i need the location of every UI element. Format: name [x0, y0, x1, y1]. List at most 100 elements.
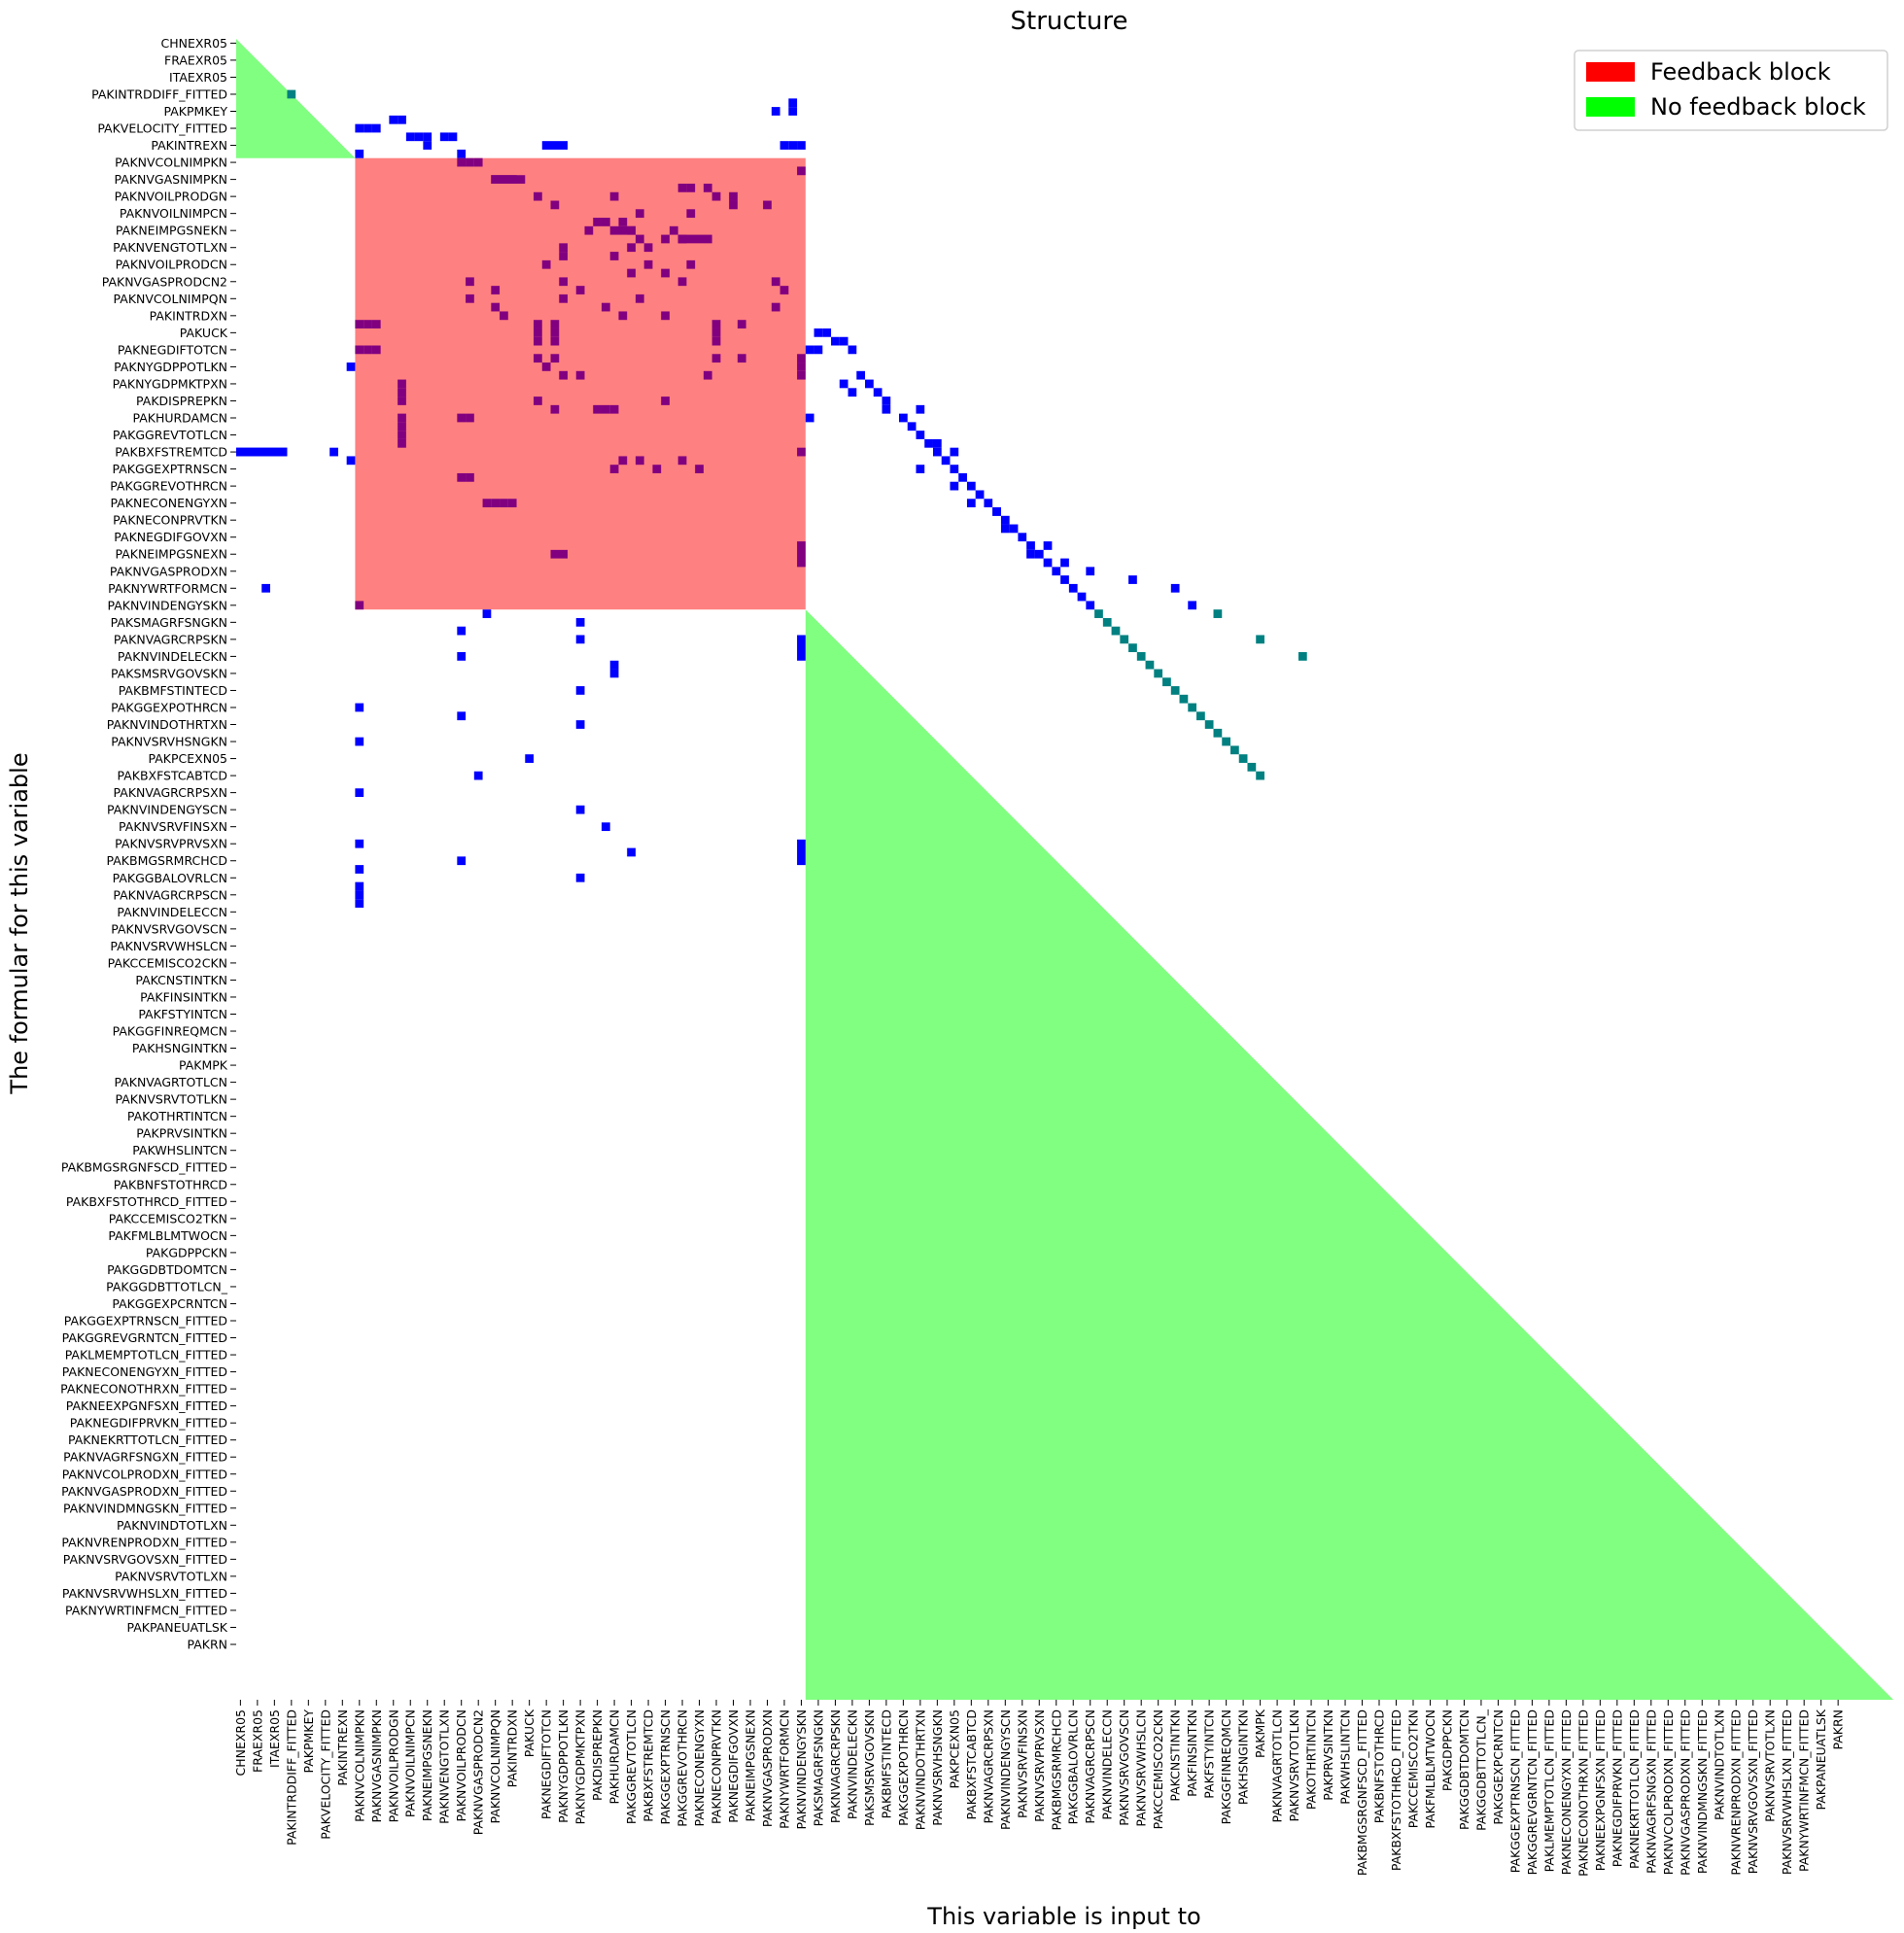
dependency-cell-207: [1086, 567, 1095, 576]
y-tick-label-85: PAKNVGASPRODXN_FITTED: [61, 1484, 227, 1499]
dependency-cell-110: [466, 413, 474, 423]
dependency-cell-167: [1034, 549, 1044, 559]
y-tick-label-0: CHNEXR05: [160, 36, 227, 51]
y-tick-label-36: PAKNVINDELECKN: [118, 649, 227, 664]
x-tick-label-60: PAKMPK: [1253, 1709, 1267, 1758]
dependency-cell-179: [1136, 652, 1146, 661]
dependency-cell-83: [711, 328, 721, 337]
dependency-layer: [236, 89, 1307, 908]
y-tick-label-53: PAKNVSRVWHSLCN: [110, 939, 227, 953]
dependency-cell-65: [466, 293, 474, 303]
dependency-cell-96: [559, 370, 568, 380]
dependency-cell-9: [405, 132, 415, 142]
dependency-cell-154: [924, 438, 933, 448]
dependency-cell-54: [643, 259, 653, 269]
dependency-cell-41: [618, 218, 628, 226]
y-tick-label-8: PAKNVGASNIMPKN: [115, 172, 227, 187]
dependency-cell-80: [737, 320, 746, 328]
dependency-cell-222: [609, 669, 619, 678]
x-tick-label-85: PAKNVGASPRODXN_FITTED: [1678, 1709, 1692, 1876]
x-tick-label-2: ITAEXR05: [267, 1709, 282, 1768]
dependency-cell-28: [686, 183, 696, 192]
x-tick-label-42: PAKPCEXN05: [947, 1709, 961, 1788]
x-tick-label-57: PAKFSTYINTCN: [1202, 1709, 1217, 1799]
dependency-cell-121: [346, 456, 356, 466]
x-tick-label-40: PAKNVINDOTHRTXN: [913, 1709, 927, 1830]
x-tick-label-61: PAKNVAGRTOTLCN: [1270, 1709, 1285, 1823]
dependency-cell-7: [363, 123, 372, 133]
x-tick-label-90: PAKNVSRVTOTLXN: [1763, 1709, 1778, 1822]
dependency-cell-102: [534, 397, 542, 405]
dependency-cell-78: [550, 320, 560, 328]
dependency-cell-232: [601, 822, 610, 832]
y-tick-label-18: PAKNEGDIFTOTCN: [118, 342, 227, 357]
dependency-cell-168: [1043, 558, 1053, 568]
dependency-cell-68: [491, 302, 501, 312]
y-tick-label-89: PAKNVSRVGOVSXN_FITTED: [63, 1552, 227, 1567]
dependency-cell-1: [788, 98, 798, 108]
dependency-cell-230: [355, 788, 364, 798]
dependency-cell-238: [355, 881, 364, 891]
dependency-cell-113: [398, 438, 406, 448]
dependency-cell-56: [627, 268, 636, 278]
x-tick-label-15: PAKNVCOLNIMPQN: [488, 1709, 502, 1823]
dependency-cell-92: [711, 354, 721, 363]
y-tick-label-16: PAKINTRDXN: [150, 308, 227, 323]
x-tick-label-26: PAKGGREVOTHRCN: [675, 1709, 690, 1827]
dependency-cell-146: [856, 370, 866, 380]
dependency-cell-50: [643, 243, 653, 253]
y-tick-label-72: PAKGGDBTDOMTCN: [107, 1262, 227, 1277]
x-tick-label-52: PAKNVSRVGOVSCN: [1117, 1709, 1131, 1826]
dependency-cell-14: [423, 141, 433, 150]
dependency-cell-42: [584, 225, 594, 235]
x-tick-label-5: PAKVELOCITY_FITTED: [318, 1709, 332, 1840]
dependency-cell-71: [500, 311, 508, 321]
y-tick-label-30: PAKNEIMPGSNEXN: [115, 547, 227, 562]
dependency-cell-208: [1128, 575, 1137, 584]
x-tick-label-56: PAKFINSINTKN: [1185, 1709, 1199, 1797]
dependency-cell-16: [788, 141, 798, 150]
x-tick-label-9: PAKNVOILPRODGN: [386, 1709, 400, 1822]
x-tick-label-67: PAKBNFSTOTHRCD: [1372, 1709, 1387, 1823]
x-tick-label-45: PAKNVINDENGYSCN: [998, 1709, 1013, 1830]
dependency-cell-215: [355, 601, 364, 610]
dependency-cell-178: [1128, 643, 1137, 653]
dependency-cell-169: [1052, 567, 1061, 576]
dependency-cell-21: [466, 157, 474, 167]
dependency-cell-35: [729, 200, 738, 210]
y-tick-label-22: PAKHURDAMCN: [132, 411, 227, 426]
x-tick-label-3: PAKINTRDDIFF_FITTED: [284, 1709, 298, 1846]
dependency-cell-151: [899, 413, 908, 423]
dependency-cell-173: [1086, 601, 1095, 610]
x-tick-label-87: PAKNVINDTOTLXN: [1712, 1709, 1726, 1820]
x-tick-label-93: PAKPANEUATLSK: [1814, 1709, 1828, 1810]
x-tick-labels: CHNEXR05 FRAEXR05 ITAEXR05 PAKINTRDDIFF_FIT…: [233, 1700, 1846, 1877]
legend-label-1: No feedback block: [1650, 93, 1866, 121]
x-tick-label-70: PAKFMLBLMTWOCN: [1423, 1709, 1437, 1829]
x-tick-label-75: PAKGGEXPTRNSCN_FITTED: [1507, 1709, 1522, 1873]
dependency-cell-191: [1238, 754, 1248, 763]
dependency-cell-205: [1026, 549, 1035, 559]
dependency-cell-87: [355, 345, 364, 355]
dependency-cell-170: [1060, 575, 1069, 584]
dependency-cell-86: [711, 336, 721, 346]
y-tick-label-93: PAKPANEUATLSK: [127, 1620, 228, 1635]
dependency-cell-142: [822, 328, 832, 337]
dependency-cell-126: [652, 465, 662, 473]
dependency-cell-192: [1247, 762, 1257, 772]
dependency-run-5: [550, 549, 568, 559]
y-tick-label-63: PAKOTHRTINTCN: [127, 1109, 227, 1123]
dependency-cell-123: [635, 456, 644, 466]
x-tick-label-22: PAKHURDAMCN: [607, 1709, 622, 1805]
dependency-cell-229: [473, 771, 483, 780]
dependency-cell-52: [609, 252, 619, 260]
dependency-cell-84: [534, 336, 542, 346]
y-tick-label-83: PAKNVAGRFSNGXN_FITTED: [63, 1450, 227, 1465]
dependency-cell-11: [423, 132, 433, 142]
dependency-cell-204: [1043, 541, 1053, 550]
dependency-cell-112: [398, 431, 406, 439]
x-tick-label-37: PAKSMSRVGOVSKN: [862, 1709, 877, 1826]
dependency-cell-177: [1120, 635, 1129, 644]
y-tick-label-5: PAKVELOCITY_FITTED: [97, 121, 227, 136]
dependency-cell-149: [882, 397, 891, 405]
